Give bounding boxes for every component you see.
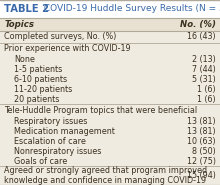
Text: Tele-Huddle Program topics that were beneficial: Tele-Huddle Program topics that were ben… [4,106,198,115]
Text: Escalation of care: Escalation of care [14,137,86,146]
Text: 15 (94): 15 (94) [187,171,216,180]
Text: knowledge and confidence in managing COVID-19: knowledge and confidence in managing COV… [4,176,207,185]
Text: Completed surveys, No. (%): Completed surveys, No. (%) [4,32,117,41]
Text: 2 (13): 2 (13) [192,55,216,64]
Text: 13 (81): 13 (81) [187,117,216,125]
Text: Nonrespiratory issues: Nonrespiratory issues [14,147,102,156]
Text: No. (%): No. (%) [180,20,216,29]
Text: Respiratory issues: Respiratory issues [14,117,88,125]
Text: 10 (63): 10 (63) [187,137,216,146]
Bar [0,0,220,18]
Text: Prior experience with COVID-19: Prior experience with COVID-19 [4,44,131,53]
Text: 1 (6): 1 (6) [197,95,216,104]
Text: 8 (50): 8 (50) [192,147,216,156]
Text: Topics: Topics [4,20,34,29]
Text: 5 (31): 5 (31) [192,75,216,84]
Text: 7 (44): 7 (44) [192,65,216,74]
Text: Goals of care: Goals of care [14,157,68,166]
Text: 16 (43): 16 (43) [187,32,216,41]
Text: 12 (75): 12 (75) [187,157,216,166]
Text: 13 (81): 13 (81) [187,127,216,136]
Bar [0,18,220,31]
Text: Medication management: Medication management [14,127,115,136]
Text: None: None [14,55,35,64]
Text: 1 (6): 1 (6) [197,85,216,94]
Text: COVID-19 Huddle Survey Results (N = 37): COVID-19 Huddle Survey Results (N = 37) [41,4,220,13]
Text: TABLE 2: TABLE 2 [4,4,50,14]
Text: 20 patients: 20 patients [14,95,60,104]
Text: 1-5 patients: 1-5 patients [14,65,62,74]
Text: Agreed or strongly agreed that program improved: Agreed or strongly agreed that program i… [4,166,207,175]
Text: 11-20 patients: 11-20 patients [14,85,73,94]
Text: 6-10 patients: 6-10 patients [14,75,67,84]
